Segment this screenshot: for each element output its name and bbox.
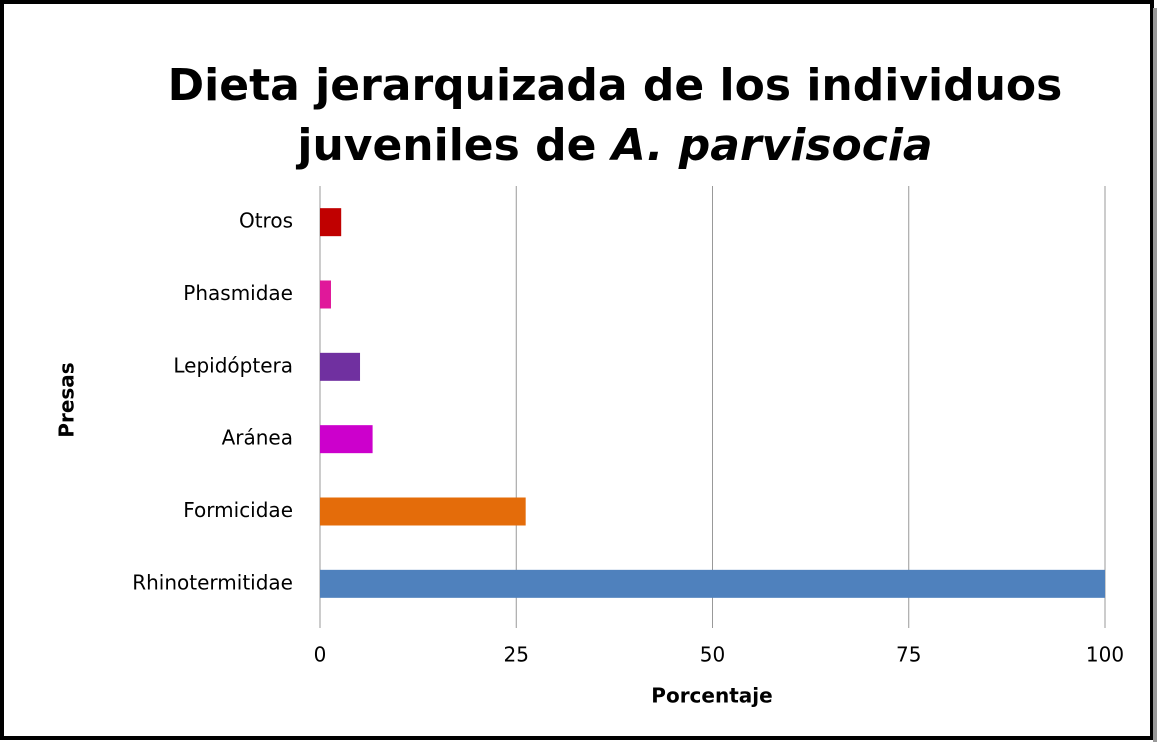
x-tick-label: 0 <box>314 643 327 667</box>
bar <box>320 280 331 309</box>
x-tick-label: 50 <box>700 643 725 667</box>
bar <box>320 352 361 381</box>
chart-title: juveniles de A. parvisocia <box>295 120 932 171</box>
chart-title-part: juveniles de <box>295 120 611 171</box>
y-tick-label: Formicidae <box>183 498 293 522</box>
chart-title: Dieta jerarquizada de los individuos <box>168 60 1063 111</box>
y-axis-title: Presas <box>55 362 79 437</box>
x-tick-label: 25 <box>504 643 529 667</box>
chart-title-italic: A. parvisocia <box>609 120 933 171</box>
bar <box>320 208 342 237</box>
x-axis-title: Porcentaje <box>651 684 772 708</box>
y-tick-label: Lepidóptera <box>173 353 293 377</box>
y-tick-label: Rhinotermitidae <box>132 570 293 594</box>
y-tick-label: Phasmidae <box>183 281 293 305</box>
bar <box>320 569 1105 598</box>
x-tick-label: 75 <box>896 643 921 667</box>
y-tick-label: Otros <box>239 209 293 233</box>
x-tick-label: 100 <box>1086 643 1124 667</box>
y-tick-label: Aránea <box>222 426 293 450</box>
bar <box>320 425 373 454</box>
bar <box>320 497 526 526</box>
